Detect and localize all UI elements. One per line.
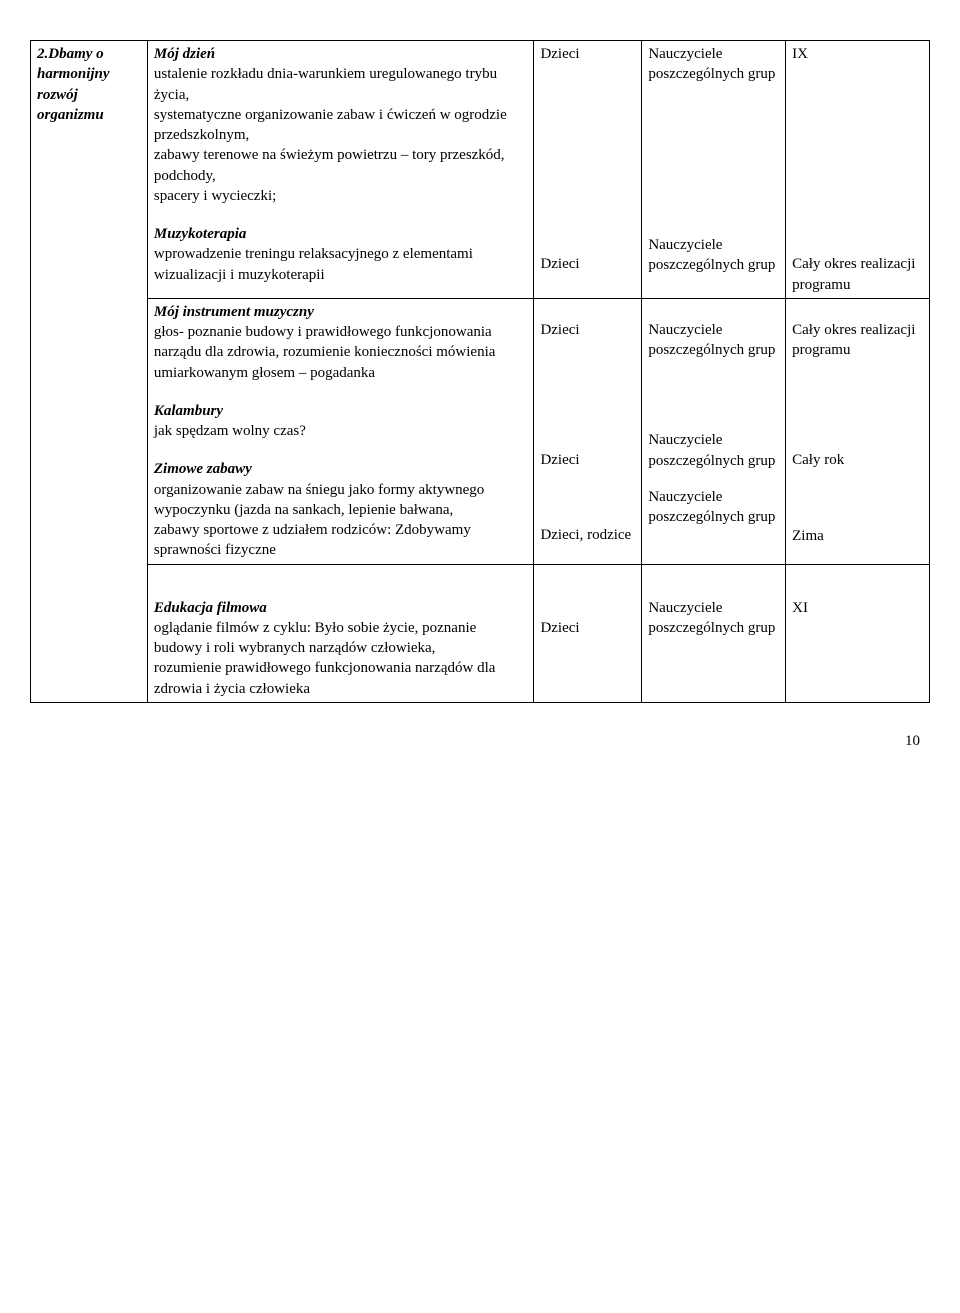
cell-participants-2: Dzieci Dzieci Dzieci, rodzice bbox=[534, 298, 642, 564]
term: Cały okres realizacji programu bbox=[792, 256, 915, 292]
cell-topic: 2.Dbamy o harmonijny rozwój organizmu bbox=[31, 41, 148, 299]
cell-topic-empty2 bbox=[31, 564, 148, 702]
cell-participants-3: Dzieci bbox=[534, 564, 642, 702]
responsible: Nauczyciele poszczególnych grup bbox=[648, 432, 775, 468]
cell-term-2: Cały okres realizacji programu Cały rok … bbox=[786, 298, 930, 564]
term: IX bbox=[792, 46, 808, 62]
cell-responsible-2: Nauczyciele poszczególnych grup Nauczyci… bbox=[642, 298, 786, 564]
participants: Dzieci bbox=[540, 256, 579, 272]
cell-responsible-3: Nauczyciele poszczególnych grup bbox=[642, 564, 786, 702]
topic-line3: rozwój bbox=[37, 87, 78, 103]
responsible: Nauczyciele poszczególnych grup bbox=[648, 237, 775, 273]
participants: Dzieci bbox=[540, 46, 579, 62]
cell-activities-2: Mój instrument muzyczny głos- poznanie b… bbox=[147, 298, 534, 564]
participants: Dzieci, rodzice bbox=[540, 527, 631, 543]
activity-text: oglądanie filmów z cyklu: Było sobie życ… bbox=[154, 620, 496, 697]
activity-text: ustalenie rozkładu dnia-warunkiem uregul… bbox=[154, 66, 507, 204]
cell-term-3: XI bbox=[786, 564, 930, 702]
activity-title: Kalambury bbox=[154, 403, 223, 419]
topic-line1: 2.Dbamy o bbox=[37, 46, 104, 62]
term: Zima bbox=[792, 528, 824, 544]
term: XI bbox=[792, 600, 808, 616]
cell-term-1: IX Cały okres realizacji programu bbox=[786, 41, 930, 299]
cell-participants-1: Dzieci Dzieci bbox=[534, 41, 642, 299]
document-table: 2.Dbamy o harmonijny rozwój organizmu Mó… bbox=[30, 40, 930, 703]
activity-title: Mój instrument muzyczny bbox=[154, 304, 314, 320]
responsible: Nauczyciele poszczególnych grup bbox=[648, 600, 775, 636]
responsible: Nauczyciele poszczególnych grup bbox=[648, 489, 775, 525]
term: Cały rok bbox=[792, 452, 844, 468]
topic-line2: harmonijny bbox=[37, 66, 110, 82]
activity-text: głos- poznanie budowy i prawidłowego fun… bbox=[154, 324, 496, 381]
participants: Dzieci bbox=[540, 620, 579, 636]
cell-topic-empty bbox=[31, 298, 148, 564]
term: Cały okres realizacji programu bbox=[792, 322, 915, 358]
activity-title: Mój dzień bbox=[154, 46, 215, 62]
cell-activities-3: Edukacja filmowa oglądanie filmów z cykl… bbox=[147, 564, 534, 702]
activity-title: Edukacja filmowa bbox=[154, 600, 267, 616]
responsible: Nauczyciele poszczególnych grup bbox=[648, 322, 775, 358]
cell-responsible-1: Nauczyciele poszczególnych grup Nauczyci… bbox=[642, 41, 786, 299]
activity-title: Muzykoterapia bbox=[154, 226, 247, 242]
topic-line4: organizmu bbox=[37, 107, 104, 123]
activity-title: Zimowe zabawy bbox=[154, 461, 252, 477]
activity-text: organizowanie zabaw na śniegu jako formy… bbox=[154, 482, 484, 559]
activity-text: wprowadzenie treningu relaksacyjnego z e… bbox=[154, 246, 473, 282]
responsible: Nauczyciele poszczególnych grup bbox=[648, 46, 775, 82]
page-number: 10 bbox=[30, 733, 930, 750]
participants: Dzieci bbox=[540, 452, 579, 468]
participants: Dzieci bbox=[540, 322, 579, 338]
activity-text: jak spędzam wolny czas? bbox=[154, 423, 306, 439]
cell-activities-1: Mój dzień ustalenie rozkładu dnia-warunk… bbox=[147, 41, 534, 299]
